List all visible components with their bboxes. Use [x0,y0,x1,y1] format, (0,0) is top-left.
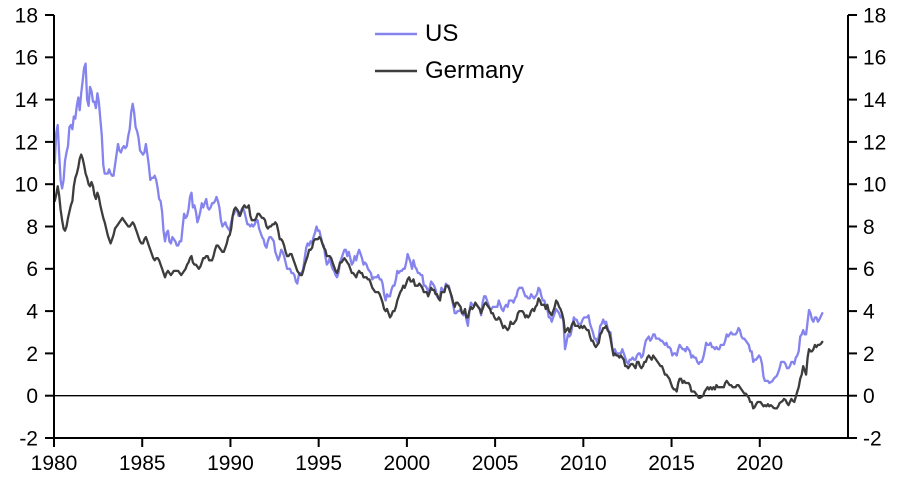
y-axis-label-left: 8 [26,216,38,239]
y-axis-label-left: 16 [15,47,38,70]
y-axis-label-right: 0 [863,385,875,408]
legend-label-us: US [425,20,459,47]
legend-item-us: US [374,18,524,50]
y-axis-label-left: 2 [26,343,38,366]
y-axis-label-left: 10 [15,174,38,197]
y-axis-label-right: 2 [863,343,875,366]
x-axis-label: 2015 [648,452,695,475]
germany-line [53,153,824,410]
y-axis-label-left: 12 [15,131,38,154]
y-axis-label-right: 6 [863,258,875,281]
y-axis-label-left: 0 [26,385,38,408]
x-axis-label: 1980 [31,452,78,475]
x-axis-label: 1990 [207,452,254,475]
y-axis-label-right: 4 [863,300,875,323]
y-axis-label-right: 12 [863,131,886,154]
legend-item-germany: Germany [374,55,524,87]
y-axis-label-right: 16 [863,47,886,70]
y-axis-label-left: 6 [26,258,38,281]
x-axis-label: 2000 [384,452,431,475]
y-axis-label-left: 18 [15,4,38,27]
y-axis-label-left: 4 [26,300,38,323]
y-axis-label-right: 10 [863,174,886,197]
legend-label-germany: Germany [425,57,524,84]
x-axis-label: 1995 [295,452,342,475]
y-axis-label-left: 14 [15,89,39,112]
y-axis-label-left: -2 [19,427,38,450]
y-axis-label-right: -2 [863,427,882,450]
y-axis-label-right: 8 [863,216,875,239]
legend: US Germany [374,18,524,87]
x-axis-label: 2010 [560,452,607,475]
germany-line-swatch-icon [375,69,417,73]
x-axis-label: 2005 [472,452,519,475]
us-line-swatch-icon [375,32,417,36]
x-axis-label: 2020 [736,452,783,475]
y-axis-label-right: 14 [863,89,887,112]
y-axis-label-right: 18 [863,4,886,27]
x-axis-label: 1985 [119,452,166,475]
us-line [53,62,824,385]
